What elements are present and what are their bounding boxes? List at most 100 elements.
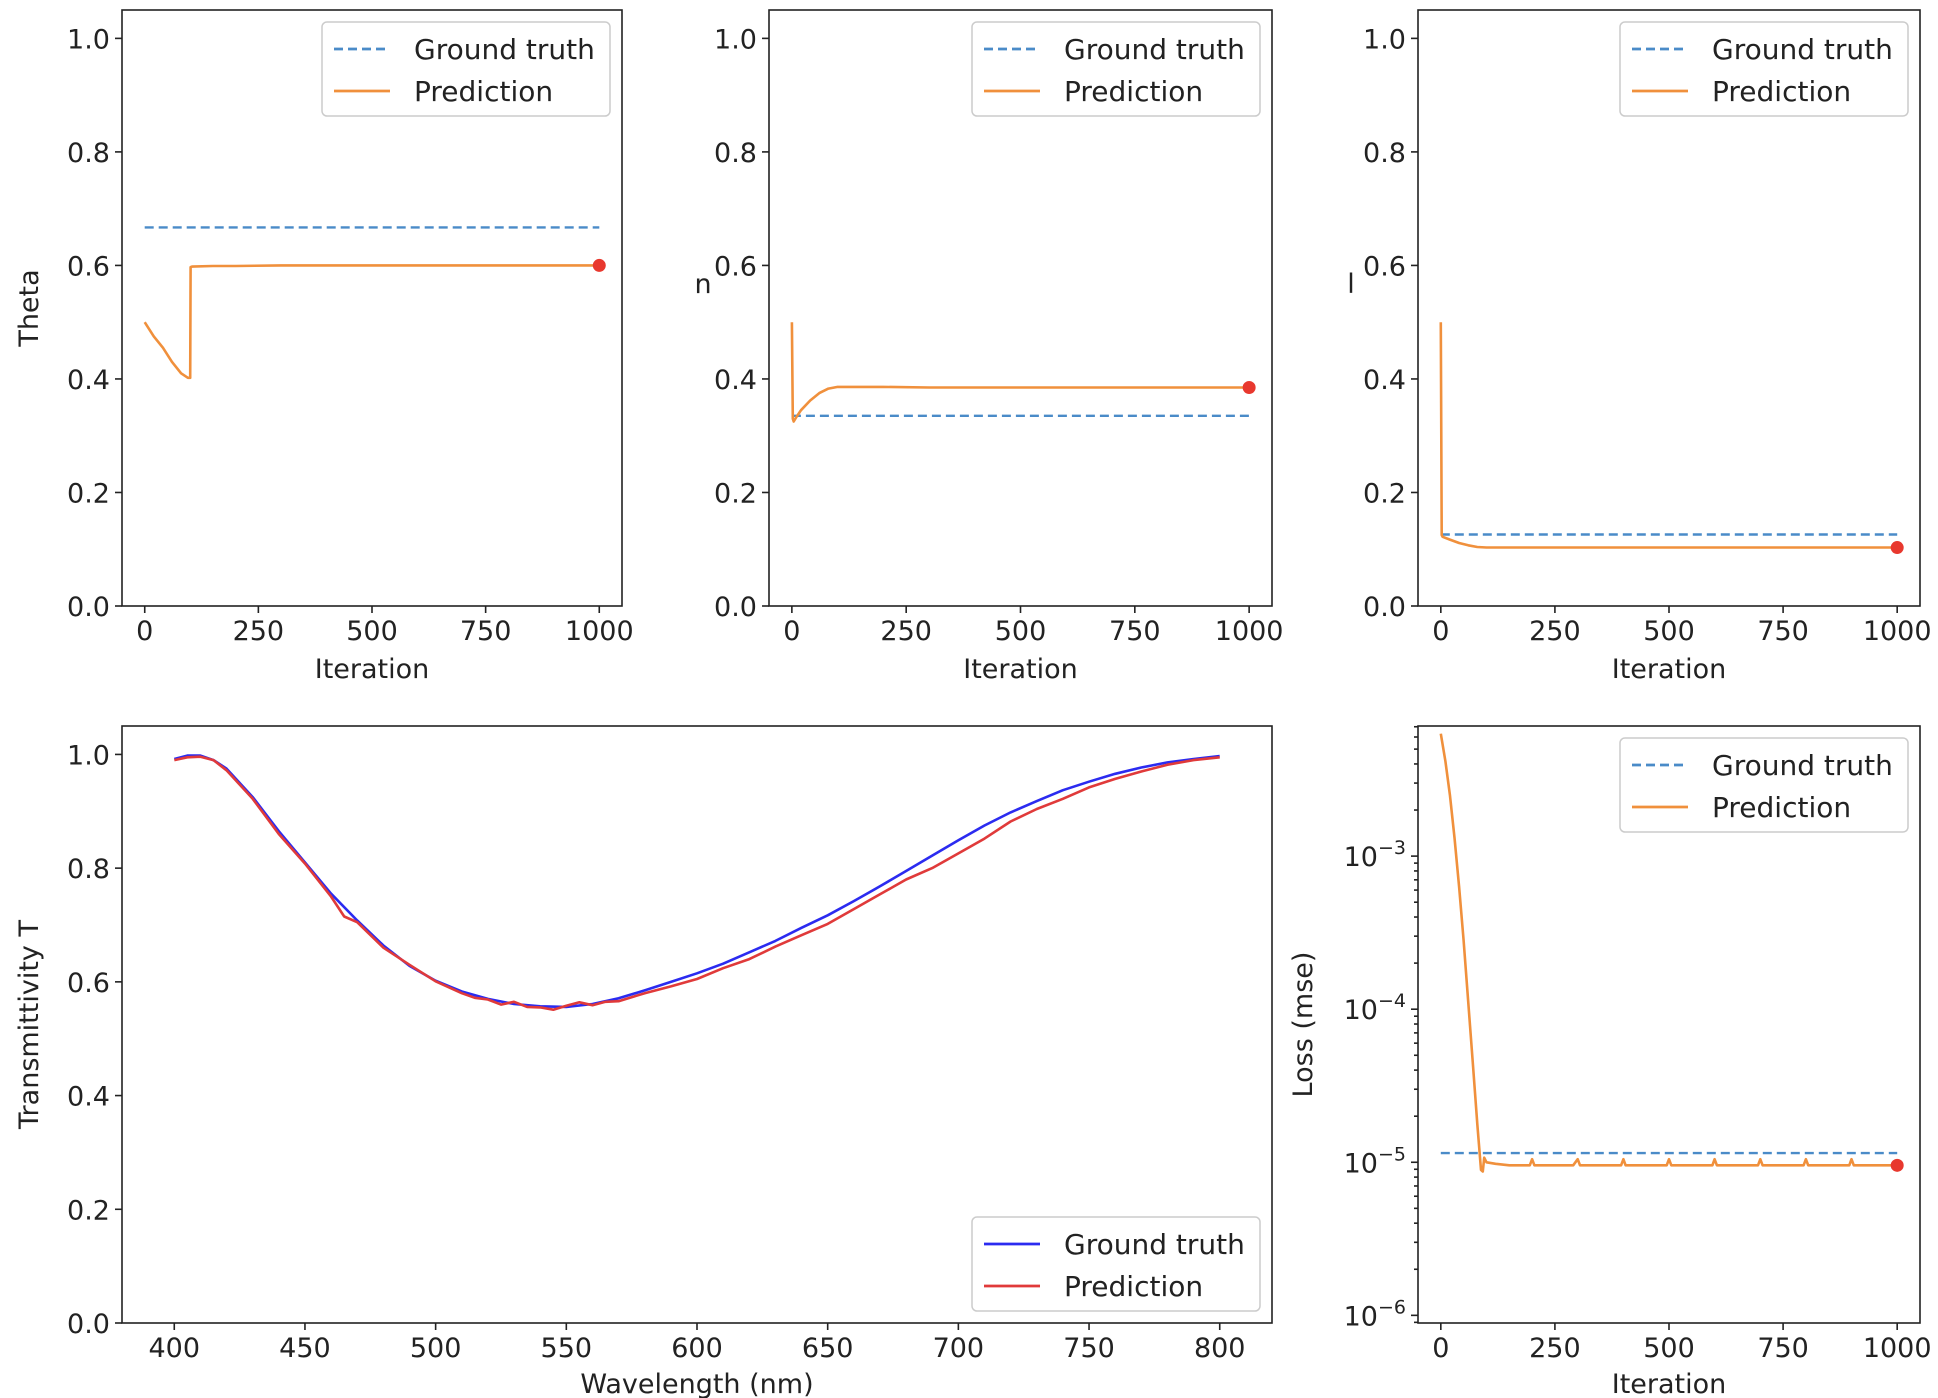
legend-label-ground-truth: Ground truth <box>1064 1228 1245 1261</box>
x-tick-label: 500 <box>995 616 1047 647</box>
y-tick-label: 0.2 <box>714 478 757 509</box>
y-tick-label: 10−4 <box>1344 990 1406 1026</box>
x-tick-label: 500 <box>1643 1333 1695 1364</box>
y-tick-label: 0.8 <box>67 138 110 169</box>
x-tick-label: 750 <box>1757 616 1809 647</box>
y-tick-label: 0.6 <box>714 251 757 282</box>
x-axis-label: Iteration <box>315 654 430 685</box>
x-tick-label: 500 <box>1643 616 1695 647</box>
legend: Ground truth Prediction <box>1619 21 1909 117</box>
chart-n: 0 250 500 750 1000 0.0 0.2 0.4 0.6 0.8 1.0 Iteratio… <box>694 9 1284 685</box>
series-line-prediction <box>143 264 600 380</box>
y-tick-label: 1.0 <box>714 24 757 55</box>
x-tick-label: 550 <box>541 1333 593 1364</box>
y-tick-label: 0.2 <box>67 1195 110 1226</box>
series-line-prediction <box>790 322 1250 423</box>
x-tick-label: 750 <box>1109 616 1161 647</box>
x-tick-label: 600 <box>671 1333 723 1364</box>
legend-box <box>1619 21 1909 117</box>
legend-box <box>971 1216 1261 1312</box>
y-tick-label: 0.6 <box>67 968 110 999</box>
series-line-prediction <box>1439 322 1898 549</box>
legend: Ground truth Prediction <box>1619 737 1909 833</box>
final-point-marker <box>1242 380 1256 394</box>
x-tick-label: 650 <box>802 1333 854 1364</box>
y-tick-label: 1.0 <box>67 24 110 55</box>
y-tick-exponent: −6 <box>1378 1296 1406 1318</box>
legend-box <box>321 21 611 117</box>
x-axis-label: Iteration <box>1612 1369 1727 1398</box>
x-tick-label: 0 <box>136 616 153 647</box>
legend-label-ground-truth: Ground truth <box>1712 749 1893 782</box>
y-tick-label: 0.4 <box>67 1082 110 1113</box>
y-tick-base: 10 <box>1344 1301 1378 1332</box>
x-tick-label: 1000 <box>1863 616 1932 647</box>
y-axis-label: Theta <box>14 269 45 347</box>
x-tick-label: 700 <box>933 1333 985 1364</box>
y-tick-label: 0.4 <box>714 365 757 396</box>
x-tick-label: 0 <box>1432 616 1449 647</box>
legend-label-ground-truth: Ground truth <box>1064 33 1245 66</box>
x-tick-label: 0 <box>783 616 800 647</box>
legend-label-ground-truth: Ground truth <box>1712 33 1893 66</box>
x-tick-label: 1000 <box>1215 616 1284 647</box>
y-tick-label: 0.8 <box>67 854 110 885</box>
y-tick-base: 10 <box>1344 1148 1378 1179</box>
x-tick-label: 400 <box>148 1333 200 1364</box>
legend-box <box>971 21 1261 117</box>
y-tick-label: 0.2 <box>67 478 110 509</box>
y-axis-label: n <box>694 269 711 300</box>
legend-label-prediction: Prediction <box>1064 75 1203 108</box>
x-tick-label: 1000 <box>1863 1333 1932 1364</box>
chart-theta: 0 250 500 750 1000 0.0 0.2 0.4 0.6 0.8 1.0 Iteratio… <box>14 9 634 685</box>
legend: Ground truth Prediction <box>321 21 611 117</box>
legend-label-prediction: Prediction <box>1064 1270 1203 1303</box>
y-tick-label: 10−6 <box>1344 1296 1406 1332</box>
x-tick-label: 800 <box>1194 1333 1246 1364</box>
final-point-marker <box>1890 541 1904 555</box>
y-tick-label: 0.0 <box>1363 592 1406 623</box>
y-axis-label: l <box>1347 269 1355 300</box>
y-tick-label: 1.0 <box>67 740 110 771</box>
y-tick-exponent: −3 <box>1378 837 1406 859</box>
legend: Ground truth Prediction <box>971 21 1261 117</box>
x-tick-label: 250 <box>233 616 285 647</box>
y-tick-label: 1.0 <box>1363 24 1406 55</box>
series-line-ground-truth <box>173 754 1220 1009</box>
x-tick-label: 450 <box>279 1333 331 1364</box>
legend: Ground truth Prediction <box>971 1216 1261 1312</box>
y-tick-label: 0.6 <box>67 251 110 282</box>
x-axis-label: Wavelength (nm) <box>580 1369 813 1398</box>
x-tick-label: 750 <box>1063 1333 1115 1364</box>
y-tick-label: 10−5 <box>1344 1143 1406 1179</box>
legend-label-prediction: Prediction <box>414 75 553 108</box>
y-tick-label: 0.8 <box>714 138 757 169</box>
y-tick-label: 0.8 <box>1363 138 1406 169</box>
x-tick-label: 750 <box>460 616 512 647</box>
x-tick-label: 750 <box>1757 1333 1809 1364</box>
x-tick-label: 500 <box>346 616 398 647</box>
y-tick-label: 0.0 <box>67 1309 110 1340</box>
y-axis-label: Loss (mse) <box>1288 952 1319 1098</box>
chart-transmittivity: 400 450 500 550 600 650 700 750 800 0.0 0.2 0.4 0.6 0… <box>14 725 1273 1398</box>
y-tick-label: 0.4 <box>67 365 110 396</box>
x-tick-label: 250 <box>880 616 932 647</box>
series-line-prediction <box>1439 733 1898 1173</box>
x-tick-label: 1000 <box>565 616 634 647</box>
x-axis-label: Iteration <box>963 654 1078 685</box>
y-tick-label: 0.2 <box>1363 478 1406 509</box>
x-tick-label: 500 <box>410 1333 462 1364</box>
y-tick-label: 0.6 <box>1363 251 1406 282</box>
legend-label-ground-truth: Ground truth <box>414 33 595 66</box>
y-tick-base: 10 <box>1344 995 1378 1026</box>
legend-label-prediction: Prediction <box>1712 791 1851 824</box>
legend-label-prediction: Prediction <box>1712 75 1851 108</box>
chart-l: 0 250 500 750 1000 0.0 0.2 0.4 0.6 0.8 1.0 Iteratio… <box>1347 9 1932 685</box>
chart-loss: 0 250 500 750 100010−610−510−410−3IterationL… <box>1288 725 1932 1398</box>
y-tick-label: 0.4 <box>1363 365 1406 396</box>
y-tick-base: 10 <box>1344 842 1378 873</box>
y-axis-label: Transmittivity T <box>14 920 45 1130</box>
series-line-prediction <box>174 755 1220 1012</box>
y-tick-exponent: −4 <box>1378 990 1406 1012</box>
